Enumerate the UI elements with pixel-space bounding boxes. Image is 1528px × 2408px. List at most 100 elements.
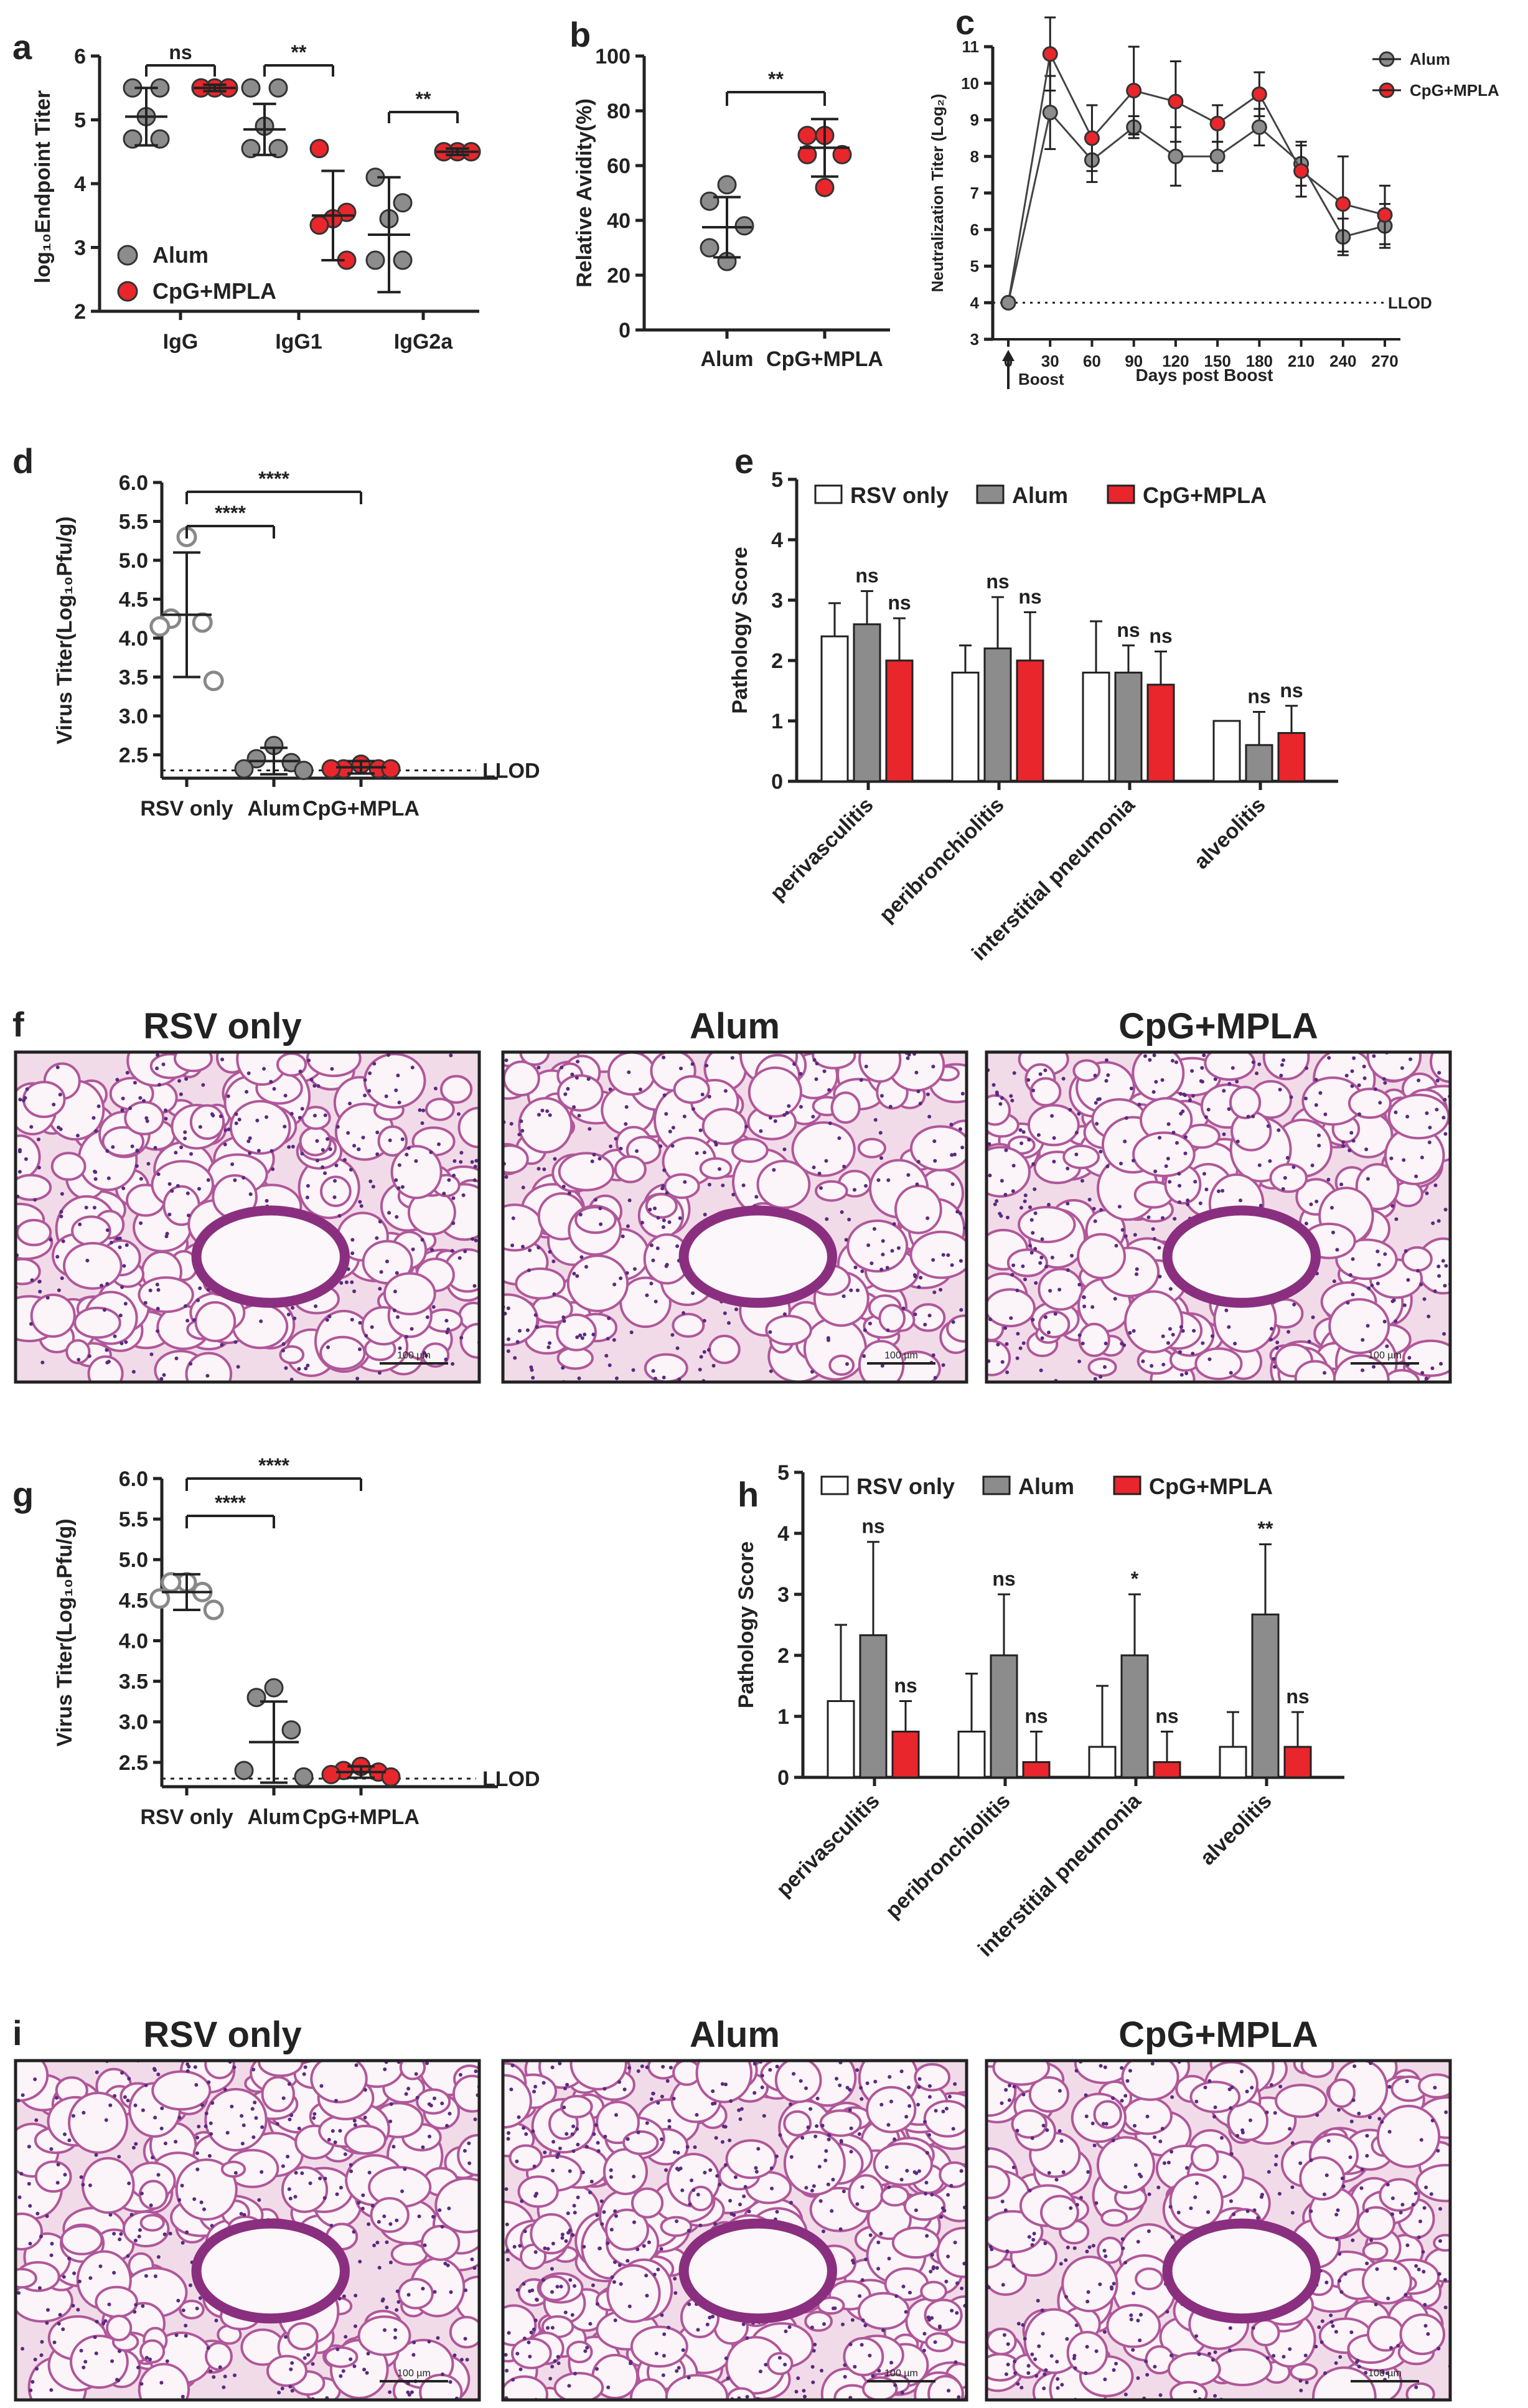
nucleus <box>916 1089 921 1094</box>
nucleus <box>652 2272 657 2277</box>
nucleus <box>827 1338 831 1342</box>
nucleus <box>1133 1233 1137 1237</box>
nucleus <box>1082 1295 1086 1299</box>
nucleus <box>1150 1363 1154 1368</box>
nucleus <box>335 1124 340 1129</box>
nucleus <box>33 2077 37 2082</box>
nucleus <box>682 1114 687 1119</box>
alveolus <box>878 1304 906 1333</box>
alveolus <box>204 2061 235 2079</box>
data-point-RSV only <box>203 1599 224 1620</box>
nucleus <box>1414 2385 1418 2389</box>
nucleus <box>590 1159 594 1164</box>
nucleus <box>35 2211 40 2216</box>
nucleus <box>179 1145 184 1149</box>
nucleus <box>448 2380 452 2384</box>
nucleus <box>699 1355 703 1359</box>
nucleus <box>1336 2208 1340 2213</box>
nucleus <box>377 1371 382 1375</box>
y-tick-label: 8 <box>970 147 979 166</box>
nucleus <box>734 1307 738 1312</box>
nucleus <box>815 2096 820 2100</box>
nucleus <box>1106 1073 1110 1078</box>
x-tick-label: 150 <box>1204 352 1230 370</box>
nucleus <box>696 2328 700 2332</box>
nucleus <box>302 2072 306 2076</box>
nucleus <box>164 1108 168 1112</box>
nucleus <box>747 2209 751 2214</box>
nucleus <box>375 1152 380 1157</box>
nucleus <box>121 1186 126 1190</box>
nucleus <box>1350 1069 1354 1073</box>
nucleus <box>860 1269 865 1274</box>
legend-swatch-Alum <box>976 484 1005 504</box>
nucleus <box>1023 1199 1027 1203</box>
nucleus <box>223 1128 228 1132</box>
nucleus <box>1245 2089 1249 2094</box>
nucleus <box>286 1312 291 1317</box>
nucleus <box>429 1150 433 1154</box>
alveolus <box>791 1121 856 1177</box>
nucleus <box>110 1240 114 1244</box>
nucleus <box>144 2274 148 2278</box>
alveolus <box>1062 1144 1100 1170</box>
nucleus <box>436 2336 440 2340</box>
alveolus <box>279 1345 305 1365</box>
nucleus <box>388 1138 392 1142</box>
nucleus <box>566 2231 571 2235</box>
nucleus <box>885 1266 889 1270</box>
nucleus <box>312 2112 317 2116</box>
nucleus <box>655 1246 660 1251</box>
nucleus <box>667 2125 672 2129</box>
nucleus <box>1150 2061 1155 2066</box>
sig-label: ns <box>986 570 1009 593</box>
nucleus <box>887 2185 891 2189</box>
nucleus <box>778 2133 782 2137</box>
nucleus <box>933 1159 937 1163</box>
data-point-RSV only <box>161 1572 182 1593</box>
nucleus <box>163 2141 167 2145</box>
nucleus <box>947 2094 952 2099</box>
nucleus <box>1120 2066 1124 2070</box>
legend-swatch-CpG+MPLA <box>1113 1475 1141 1495</box>
nucleus <box>691 1291 695 1296</box>
nucleus <box>668 1129 672 1134</box>
nucleus <box>1444 1264 1448 1268</box>
llod-label: LLOD <box>482 1767 540 1791</box>
nucleus <box>1365 2133 1369 2138</box>
nucleus <box>421 1108 426 1112</box>
nucleus <box>357 1147 361 1152</box>
nucleus <box>82 2110 86 2115</box>
nucleus <box>591 2283 595 2287</box>
x-tick-label: 210 <box>1288 352 1315 370</box>
nucleus <box>723 1089 728 1093</box>
histology-title: RSV only <box>143 1006 302 1046</box>
nucleus <box>286 2155 290 2159</box>
nucleus <box>393 2328 398 2332</box>
nucleus <box>675 2369 679 2373</box>
nucleus <box>1375 2267 1379 2271</box>
data-point-CpG+MPLA <box>381 759 401 779</box>
alveolus <box>1011 2109 1048 2139</box>
nucleus <box>372 1061 377 1066</box>
nucleus <box>30 2380 35 2384</box>
nucleus <box>1000 1360 1005 1364</box>
alveolus <box>987 1339 1011 1376</box>
nucleus <box>1303 2353 1308 2358</box>
nucleus <box>915 1182 919 1187</box>
nucleus <box>810 2188 814 2193</box>
nucleus <box>180 2394 185 2399</box>
nucleus <box>1029 1251 1034 1255</box>
nucleus <box>444 1319 449 1323</box>
alveolus <box>1018 1206 1076 1244</box>
nucleus <box>265 1198 269 1203</box>
nucleus <box>1134 1272 1138 1276</box>
x-tick-label: peribronchiolitis <box>874 793 1008 927</box>
nucleus <box>33 2358 37 2362</box>
nucleus <box>300 2171 304 2175</box>
nucleus <box>949 2183 954 2188</box>
nucleus <box>1002 2333 1006 2337</box>
nucleus <box>339 2374 343 2378</box>
nucleus <box>1053 1312 1057 1316</box>
nucleus <box>223 1142 227 1147</box>
